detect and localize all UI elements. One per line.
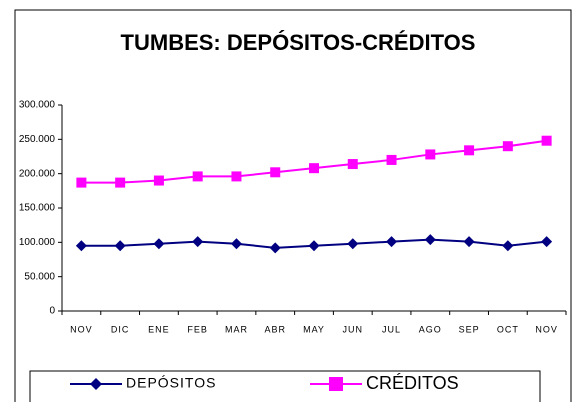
- legend-marker: [90, 378, 102, 390]
- y-tick-label: 0: [49, 306, 55, 317]
- x-tick-label: FEB: [187, 324, 208, 334]
- legend-label: DEPÓSITOS: [126, 375, 216, 391]
- data-point: [153, 175, 164, 186]
- legend-box: [29, 370, 541, 402]
- data-point: [502, 141, 513, 152]
- y-tick-label: 200.000: [19, 168, 56, 179]
- y-tick-label: 100.000: [19, 237, 56, 248]
- x-tick-label: ENE: [148, 324, 170, 334]
- x-tick-label: MAY: [303, 324, 325, 334]
- data-point: [231, 171, 242, 182]
- data-point: [424, 234, 436, 246]
- data-point: [115, 177, 126, 188]
- x-tick-label: OCT: [497, 324, 519, 334]
- data-point: [192, 236, 204, 248]
- x-tick-label: JUL: [382, 324, 401, 334]
- x-tick-label: SEP: [459, 324, 480, 334]
- data-point: [230, 238, 242, 250]
- x-tick-label: NOV: [535, 324, 558, 334]
- x-tick-label: JUN: [343, 324, 364, 334]
- data-point: [541, 236, 553, 248]
- data-point: [425, 149, 436, 160]
- data-point: [153, 238, 165, 250]
- data-point: [114, 240, 126, 252]
- data-point: [192, 171, 203, 182]
- legend-label: CRÉDITOS: [366, 373, 459, 393]
- x-tick-label: AGO: [419, 324, 442, 334]
- x-tick-label: DIC: [111, 324, 130, 334]
- x-tick-label: MAR: [225, 324, 248, 334]
- data-point: [464, 145, 475, 156]
- data-point: [386, 154, 397, 165]
- chart-title: TUMBES: DEPÓSITOS-CRÉDITOS: [121, 30, 476, 55]
- data-point: [347, 159, 358, 170]
- y-tick-label: 150.000: [19, 203, 56, 214]
- y-tick-label: 250.000: [19, 134, 56, 145]
- data-point: [308, 240, 320, 252]
- data-point: [386, 236, 398, 248]
- y-tick-label: 50.000: [24, 271, 55, 282]
- data-point: [309, 163, 319, 174]
- chart-border: [14, 9, 572, 402]
- data-point: [347, 238, 359, 250]
- data-point: [541, 135, 552, 146]
- data-point: [76, 177, 87, 188]
- legend-marker: [329, 377, 343, 391]
- data-point: [502, 240, 514, 252]
- x-tick-label: ABR: [264, 324, 286, 334]
- data-point: [463, 236, 475, 248]
- data-point: [269, 242, 281, 254]
- data-point: [270, 167, 281, 178]
- x-tick-label: NOV: [70, 324, 93, 334]
- y-tick-label: 300.000: [19, 100, 56, 111]
- data-point: [75, 240, 87, 252]
